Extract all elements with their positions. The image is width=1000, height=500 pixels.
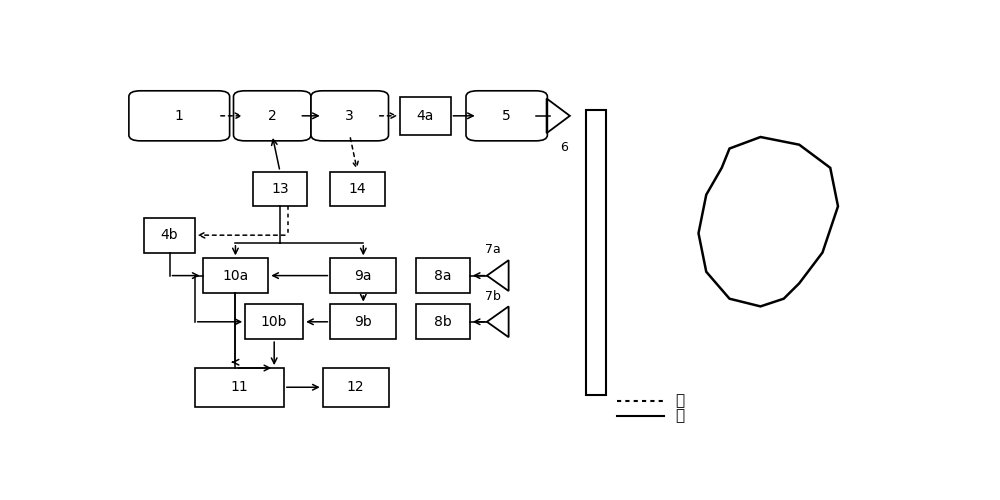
Text: 5: 5	[502, 109, 511, 123]
FancyBboxPatch shape	[234, 91, 311, 141]
Bar	[586, 110, 606, 395]
Text: 2: 2	[268, 109, 277, 123]
Text: 1: 1	[175, 109, 184, 123]
Text: 9a: 9a	[355, 268, 372, 282]
FancyBboxPatch shape	[466, 91, 547, 141]
Text: 8b: 8b	[434, 315, 452, 329]
FancyBboxPatch shape	[323, 368, 388, 406]
FancyBboxPatch shape	[195, 368, 284, 406]
Text: 12: 12	[347, 380, 364, 394]
Text: 4b: 4b	[161, 228, 178, 242]
FancyBboxPatch shape	[330, 172, 385, 206]
FancyBboxPatch shape	[253, 172, 307, 206]
FancyBboxPatch shape	[202, 258, 268, 293]
Text: 13: 13	[271, 182, 289, 196]
FancyBboxPatch shape	[400, 96, 450, 135]
Text: 7a: 7a	[485, 244, 501, 256]
FancyBboxPatch shape	[416, 304, 470, 339]
Text: 9b: 9b	[354, 315, 372, 329]
Text: 电: 电	[675, 408, 684, 424]
Text: 4a: 4a	[417, 109, 434, 123]
Text: 10b: 10b	[261, 315, 287, 329]
FancyBboxPatch shape	[144, 218, 195, 252]
FancyBboxPatch shape	[129, 91, 230, 141]
FancyBboxPatch shape	[245, 304, 303, 339]
Text: 3: 3	[345, 109, 354, 123]
Text: 10a: 10a	[222, 268, 249, 282]
Text: 7b: 7b	[485, 290, 501, 302]
FancyBboxPatch shape	[311, 91, 388, 141]
Text: 14: 14	[349, 182, 366, 196]
Text: 光: 光	[675, 393, 684, 408]
FancyBboxPatch shape	[416, 258, 470, 293]
Text: 8a: 8a	[434, 268, 452, 282]
Text: 6: 6	[560, 141, 568, 154]
FancyBboxPatch shape	[330, 258, 396, 293]
Text: 11: 11	[230, 380, 248, 394]
FancyBboxPatch shape	[330, 304, 396, 339]
